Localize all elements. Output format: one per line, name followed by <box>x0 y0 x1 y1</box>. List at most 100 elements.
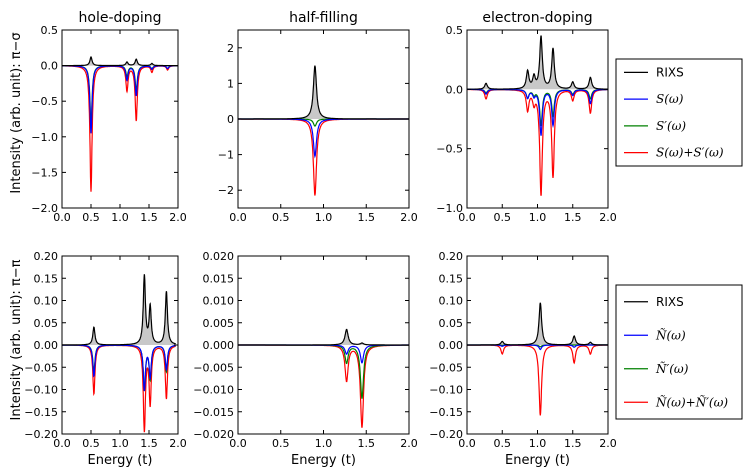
x-tick-label: 1.5 <box>564 437 582 450</box>
y-tick-label: −2.0 <box>31 202 58 215</box>
y-tick-label: 0.15 <box>34 272 59 285</box>
rixs-fill-area <box>467 302 608 345</box>
series-line-rixs <box>467 302 608 346</box>
x-tick-label: 2.0 <box>400 211 418 224</box>
x-tick-label: 1.5 <box>140 211 158 224</box>
legend-label-rixs: RIXS <box>656 65 684 79</box>
x-tick-label: 0.5 <box>82 437 100 450</box>
y-axis-label-top: Intensity (arb. unit): π−σ <box>9 32 24 193</box>
subplot-6: 0.0 0.5 1.0 1.5 2.0 0.20 0.15 0.10 0.05 0.00 −0.05… <box>429 250 616 468</box>
y-tick-label: 0.005 <box>203 317 235 330</box>
x-axis-label: Energy (t) <box>505 453 570 468</box>
subplot-grid: 0.0 0.5 1.0 1.5 2.0 0.5 0.0 −0.5 −1.0 −1.5 −2.0 hol… <box>24 10 616 468</box>
subplot-3: 0.0 0.5 1.0 1.5 2.0 0.5 0.0 −0.5 −1.0 electron-do… <box>436 10 616 224</box>
y-tick-label: 0.15 <box>439 272 464 285</box>
y-tick-label: −0.020 <box>193 428 234 441</box>
subplot-5: 0.0 0.5 1.0 1.5 2.0 0.020 0.015 0.010 0.005 0.000… <box>193 250 417 468</box>
legend-label-s: S(ω) <box>656 92 684 106</box>
y-tick-label: 0.20 <box>34 250 59 263</box>
y-tick-label: 0.00 <box>34 339 59 352</box>
axes-frame <box>466 29 609 209</box>
x-tick-label: 1.0 <box>111 437 129 450</box>
y-tick-label: 0.10 <box>439 295 464 308</box>
legend-label-sum: S(ω)+S′(ω) <box>656 146 724 160</box>
series-line-rixs <box>62 55 178 67</box>
rixs-fill-area <box>62 274 176 345</box>
y-tick-label: 0.5 <box>41 24 59 37</box>
y-tick-label: −0.015 <box>193 406 234 419</box>
subplot-title: electron-doping <box>482 10 592 26</box>
y-tick-label: −2 <box>218 184 234 197</box>
legend-frame <box>615 58 743 167</box>
x-tick-label: 1.0 <box>529 437 547 450</box>
y-tick-label: −0.005 <box>193 361 234 374</box>
series-line-sum <box>62 65 178 192</box>
series-line-rixs <box>238 328 409 346</box>
series-line-rixs <box>238 65 409 120</box>
x-tick-label: 1.0 <box>315 437 333 450</box>
y-tick-label: −1.5 <box>31 166 58 179</box>
y-tick-label: 1 <box>227 77 234 90</box>
y-tick-label: −0.10 <box>24 384 58 397</box>
series-line-sprime <box>238 344 409 399</box>
y-tick-label: −0.05 <box>24 361 58 374</box>
x-tick-label: 1.5 <box>564 211 582 224</box>
series-line-sum <box>238 344 409 428</box>
x-tick-label: 2.0 <box>599 211 617 224</box>
x-tick-label: 1.0 <box>315 211 333 224</box>
y-tick-label: 0 <box>227 113 234 126</box>
rixs-fill-area <box>62 57 178 66</box>
y-tick-label: 0.10 <box>34 295 59 308</box>
y-tick-label: −1.0 <box>436 202 463 215</box>
y-tick-label: −0.010 <box>193 384 234 397</box>
legends: RIXS S(ω) S′(ω) S(ω)+S′(ω) RIXS Ñ(ω) Ñ′(ω) Ñ(ω)… <box>615 58 743 420</box>
x-tick-label: 1.5 <box>358 437 376 450</box>
series-line-s <box>62 65 178 134</box>
y-tick-label: −0.10 <box>429 384 463 397</box>
x-tick-label: 0.5 <box>272 211 290 224</box>
x-tick-label: 2.0 <box>400 437 418 450</box>
subplot-4: 0.0 0.5 1.0 1.5 2.0 0.20 0.15 0.10 0.05 0.00 −0.05… <box>24 250 186 468</box>
x-tick-label: 1.5 <box>140 437 158 450</box>
x-tick-label: 2.0 <box>599 437 617 450</box>
y-tick-label: 0.20 <box>439 250 464 263</box>
x-tick-label: 0.5 <box>494 437 512 450</box>
rixs-fill-area <box>467 36 608 90</box>
y-tick-label: 2 <box>227 42 234 55</box>
x-tick-label: 0.5 <box>494 211 512 224</box>
y-tick-label: 0.010 <box>203 295 235 308</box>
x-tick-label: 2.0 <box>169 211 187 224</box>
subplot-title: hole-doping <box>79 10 162 26</box>
x-tick-label: 0.5 <box>272 437 290 450</box>
x-tick-label: 0.0 <box>458 437 476 450</box>
x-tick-label: 0.0 <box>229 211 247 224</box>
subplot-title: half-filling <box>289 10 358 26</box>
legend-label-sprime: Ñ′(ω) <box>655 361 689 376</box>
x-tick-label: 1.5 <box>358 211 376 224</box>
series-line-rixs <box>62 274 176 346</box>
rixs-fill-area <box>238 329 409 345</box>
x-tick-label: 1.0 <box>529 211 547 224</box>
series-line-sum <box>62 344 176 433</box>
series-line-s <box>62 344 176 392</box>
y-tick-label: −0.20 <box>429 428 463 441</box>
series-line-sprime <box>62 344 176 392</box>
x-tick-label: 1.0 <box>111 211 129 224</box>
legend-top: RIXS S(ω) S′(ω) S(ω)+S′(ω) <box>615 58 743 167</box>
y-tick-label: 0.00 <box>439 339 464 352</box>
x-tick-label: 0.0 <box>53 211 71 224</box>
subplot-2: 0.0 0.5 1.0 1.5 2.0 2 1 0 −1 −2 half-filling <box>218 10 418 224</box>
x-tick-label: 0.5 <box>82 211 100 224</box>
y-tick-label: 0.0 <box>41 60 59 73</box>
series-line-sum <box>467 88 608 196</box>
x-axis-label: Energy (t) <box>291 453 356 468</box>
y-tick-label: −1.0 <box>31 131 58 144</box>
y-tick-label: −0.15 <box>429 406 463 419</box>
y-axis-label-bottom: Intensity (arb. unit): π−π <box>9 259 24 420</box>
series-line-s <box>467 88 608 136</box>
y-tick-label: 0.015 <box>203 272 235 285</box>
x-tick-label: 0.0 <box>458 211 476 224</box>
legend-label-sum: Ñ(ω)+Ñ′(ω) <box>655 394 728 409</box>
axes-frame <box>61 29 179 209</box>
